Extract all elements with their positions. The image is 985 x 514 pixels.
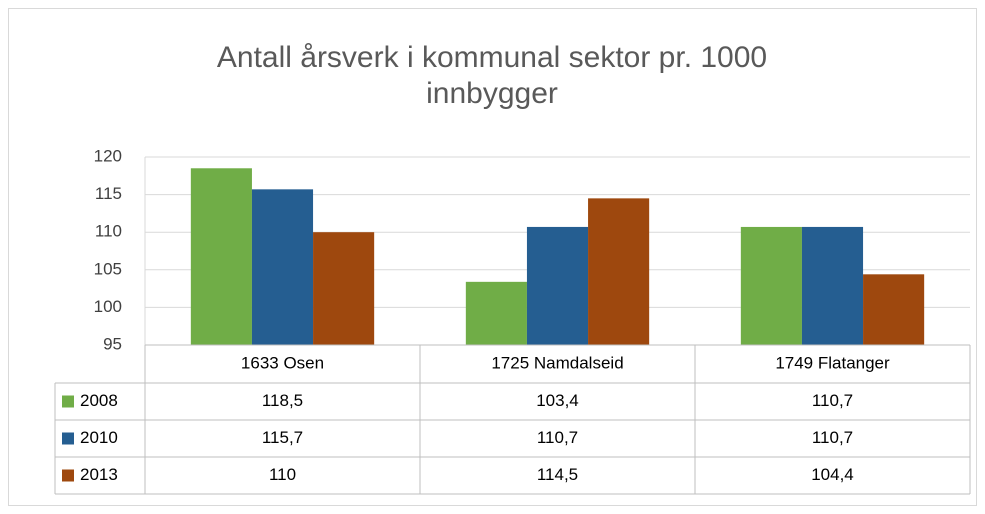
y-tick-label: 115	[95, 184, 122, 203]
data-label: 118,5	[262, 391, 303, 410]
bar	[526, 226, 589, 345]
data-label: 110,7	[537, 428, 578, 447]
legend-label: 2010	[80, 428, 118, 447]
legend-swatch	[62, 469, 74, 482]
data-label: 110,7	[812, 428, 853, 447]
legend-label: 2013	[80, 465, 118, 484]
data-label: 103,4	[536, 391, 579, 410]
bar	[863, 274, 925, 345]
x-tick-label: 1725 Namdalseid	[491, 353, 623, 372]
chart-border	[8, 8, 977, 506]
bar	[801, 226, 864, 345]
bar	[313, 232, 375, 345]
bar	[588, 198, 650, 345]
bar	[740, 226, 802, 345]
x-tick-label: 1749 Flatanger	[775, 353, 890, 372]
y-tick-label: 110	[95, 222, 122, 241]
data-label: 114,5	[537, 465, 578, 484]
legend-swatch	[62, 395, 74, 408]
bar	[251, 189, 314, 345]
legend-swatch	[62, 432, 74, 445]
y-tick-label: 120	[94, 146, 122, 165]
y-tick-label: 100	[94, 297, 122, 316]
x-tick-label: 1633 Osen	[241, 353, 324, 372]
chart-title: Antall årsverk i kommunal sektor pr. 100…	[216, 41, 768, 110]
data-label: 115,7	[262, 428, 303, 447]
data-label: 110,7	[812, 391, 853, 410]
bar	[190, 168, 252, 345]
y-tick-label: 105	[94, 259, 122, 278]
bar	[465, 281, 527, 345]
y-tick-label: 95	[103, 334, 122, 353]
data-label: 110	[269, 465, 296, 484]
data-label: 104,4	[811, 465, 854, 484]
legend-label: 2008	[80, 391, 118, 410]
